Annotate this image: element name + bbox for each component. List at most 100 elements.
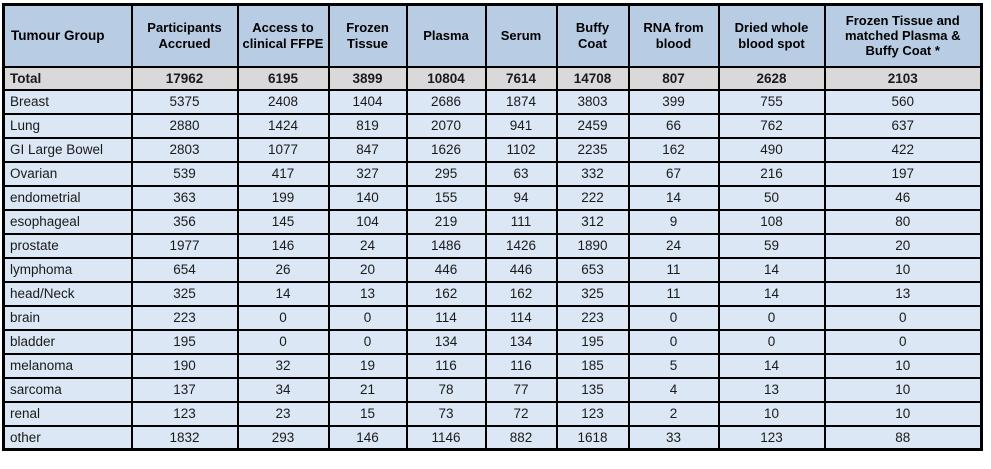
value-cell: 134 [405,328,487,355]
value-cell: 195 [555,328,630,355]
value-cell: 941 [484,112,558,139]
value-cell: 0 [627,304,720,331]
value-cell: 94 [484,184,558,211]
value-cell: 32 [236,352,330,379]
value-cell: 762 [717,112,826,139]
value-cell: 9 [627,208,720,235]
row-label: head/Neck [2,280,133,307]
value-cell: 1424 [236,112,330,139]
value-cell: 23 [236,400,330,427]
table-row: endometrial 363 199 140 155 94 222 14 50 46 [2,184,983,211]
value-cell: 197 [823,160,983,187]
value-cell: 422 [823,136,983,163]
value-cell: 146 [327,424,408,451]
value-cell: 2 [627,400,720,427]
value-cell: 14 [236,280,330,307]
value-cell: 356 [130,208,239,235]
value-cell: 66 [627,112,720,139]
table-row: Ovarian 539 417 327 295 63 332 67 216 197 [2,160,983,187]
value-cell: 162 [405,280,487,307]
value-cell: 1618 [555,424,630,451]
value-cell: 295 [405,160,487,187]
value-cell: 1146 [405,424,487,451]
value-cell: 0 [236,328,330,355]
value-cell: 6195 [236,65,330,91]
row-label: brain [2,304,133,331]
row-label: Ovarian [2,160,133,187]
value-cell: 223 [555,304,630,331]
value-cell: 15 [327,400,408,427]
value-cell: 882 [484,424,558,451]
value-cell: 162 [627,136,720,163]
value-cell: 114 [484,304,558,331]
value-cell: 0 [717,328,826,355]
value-cell: 108 [717,208,826,235]
value-cell: 72 [484,400,558,427]
value-cell: 59 [717,232,826,259]
value-cell: 1077 [236,136,330,163]
value-cell: 2235 [555,136,630,163]
value-cell: 63 [484,160,558,187]
value-cell: 24 [627,232,720,259]
value-cell: 190 [130,352,239,379]
table-row: lymphoma 654 26 20 446 446 653 11 14 10 [2,256,983,283]
value-cell: 327 [327,160,408,187]
value-cell: 137 [130,376,239,403]
value-cell: 2070 [405,112,487,139]
value-cell: 11 [627,256,720,283]
row-label: Total [2,65,133,91]
row-label: lymphoma [2,256,133,283]
value-cell: 17962 [130,65,239,91]
value-cell: 116 [484,352,558,379]
value-cell: 88 [823,424,983,451]
value-cell: 33 [627,424,720,451]
value-cell: 104 [327,208,408,235]
value-cell: 14 [717,352,826,379]
value-cell: 34 [236,376,330,403]
value-cell: 755 [717,88,826,115]
value-cell: 0 [717,304,826,331]
value-cell: 123 [130,400,239,427]
table-body: Total 17962 6195 3899 10804 7614 14708 807 2628 2… [2,65,983,451]
value-cell: 332 [555,160,630,187]
column-header-3: Frozen Tissue [327,3,408,68]
value-cell: 2628 [717,65,826,91]
value-cell: 10 [823,256,983,283]
table-row: melanoma 190 32 19 116 116 185 5 14 10 [2,352,983,379]
row-label: other [2,424,133,451]
value-cell: 11 [627,280,720,307]
value-cell: 654 [130,256,239,283]
value-cell: 21 [327,376,408,403]
value-cell: 123 [717,424,826,451]
row-label: GI Large Bowel [2,136,133,163]
value-cell: 490 [717,136,826,163]
row-label: renal [2,400,133,427]
value-cell: 0 [823,304,983,331]
value-cell: 123 [555,400,630,427]
value-cell: 325 [130,280,239,307]
value-cell: 20 [327,256,408,283]
row-label: sarcoma [2,376,133,403]
value-cell: 3899 [327,65,408,91]
value-cell: 653 [555,256,630,283]
value-cell: 325 [555,280,630,307]
table-row: Breast 5375 2408 1404 2686 1874 3803 399 755 560 [2,88,983,115]
value-cell: 1102 [484,136,558,163]
value-cell: 155 [405,184,487,211]
tumour-biospecimen-table: Tumour Group Participants Accrued Access t… [2,3,983,451]
value-cell: 3803 [555,88,630,115]
column-header-2: Access to clinical FFPE [236,3,330,68]
value-cell: 312 [555,208,630,235]
value-cell: 0 [627,328,720,355]
column-header-4: Plasma [405,3,487,68]
value-cell: 560 [823,88,983,115]
value-cell: 0 [327,328,408,355]
value-cell: 10 [823,376,983,403]
value-cell: 293 [236,424,330,451]
column-header-9: Frozen Tissue and matched Plasma & Buffy… [823,3,983,68]
value-cell: 73 [405,400,487,427]
value-cell: 1890 [555,232,630,259]
total-row: Total 17962 6195 3899 10804 7614 14708 807 2628 2… [2,65,983,91]
value-cell: 195 [130,328,239,355]
value-cell: 1626 [405,136,487,163]
